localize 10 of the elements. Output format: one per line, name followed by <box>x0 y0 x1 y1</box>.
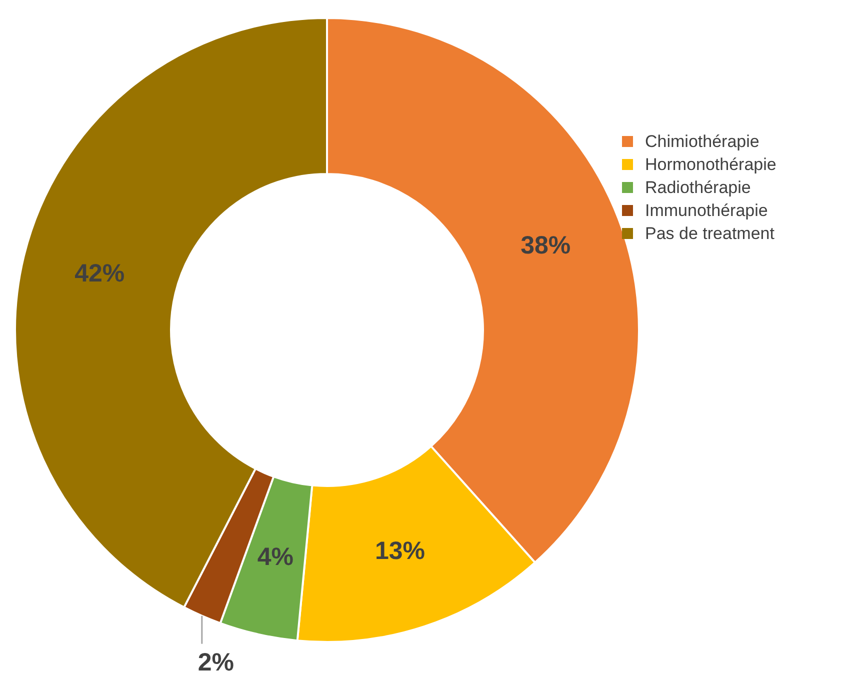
data-label: 38% <box>520 231 571 260</box>
legend-label: Pas de treatment <box>645 224 774 244</box>
data-label: 42% <box>74 260 125 288</box>
data-label: 13% <box>374 537 426 566</box>
legend-label: Radiothérapie <box>645 178 751 198</box>
legend-label: Hormonothérapie <box>645 154 776 174</box>
legend-label: Chimiothérapie <box>645 132 760 152</box>
data-label: 4% <box>257 543 294 572</box>
legend-label: Immunothérapie <box>645 200 768 220</box>
data-label: 2% <box>198 648 234 677</box>
